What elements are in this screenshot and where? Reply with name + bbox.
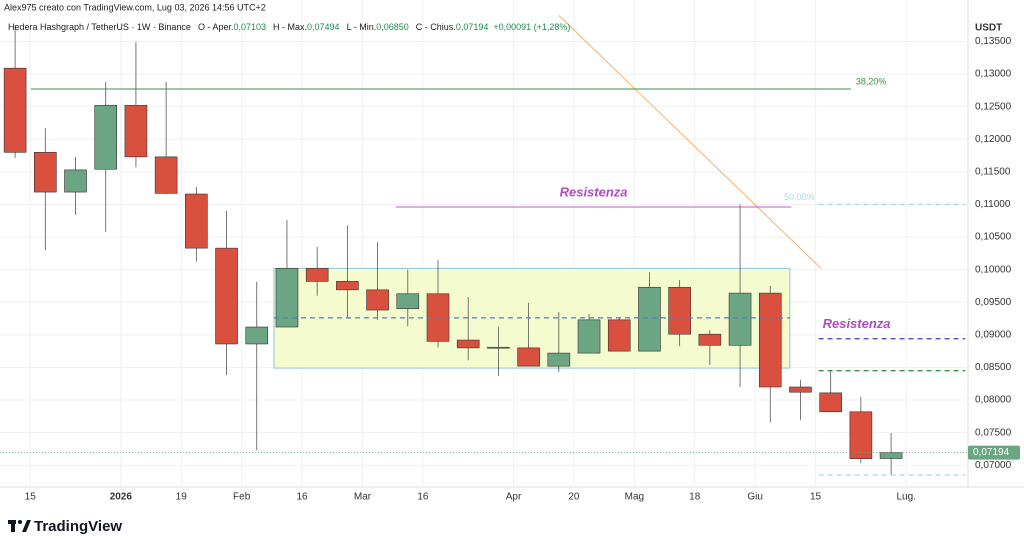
level-label: Resistenza [823, 316, 891, 331]
candle-body [185, 193, 208, 249]
last-price-label: 0,07194 [973, 447, 1010, 458]
y-tick-label: 0,12500 [975, 101, 1012, 112]
candle-body [758, 292, 782, 388]
y-tick-label: 0,07000 [975, 460, 1012, 471]
x-tick-label: 15 [810, 492, 822, 503]
legend-value: 0,07494 [307, 22, 340, 32]
watermark: Alex975 creato con TradingView.com, Lug … [4, 2, 266, 12]
y-tick-label: 0,10500 [975, 232, 1012, 243]
y-tick-label: 0,07500 [975, 427, 1012, 438]
y-tick-label: 0,08500 [975, 362, 1012, 373]
candle-body [819, 392, 842, 413]
candle-body [849, 411, 873, 460]
y-tick-label: 0,09500 [975, 297, 1012, 308]
logo-mark [22, 520, 31, 532]
candle-body [215, 247, 238, 345]
logo-mark [11, 520, 15, 532]
candle-body [245, 326, 269, 345]
candle-body [607, 319, 631, 352]
x-tick-label: Lug. [896, 492, 915, 503]
candle-body [124, 105, 148, 158]
last-price-box [968, 445, 1020, 460]
x-tick-label: 18 [689, 492, 701, 503]
candle-body [789, 386, 812, 393]
level-label: 50,00% [784, 192, 815, 202]
y-tick-label: 0,11000 [975, 199, 1011, 210]
legend: Hedera Hashgraph / TetherUS · 1W · Binan… [8, 22, 570, 32]
x-tick-label: 2026 [110, 492, 133, 503]
legend-key: O - Aper. [198, 22, 234, 32]
candle-body [3, 67, 27, 153]
y-tick-label: 0,12000 [975, 134, 1012, 145]
legend-key: L - Min. [347, 22, 377, 32]
logo-mark [18, 520, 22, 524]
currency: USDT [975, 23, 1002, 34]
brand: TradingView [34, 518, 122, 535]
candle-body [668, 286, 691, 335]
y-tick-label: 0,13000 [975, 69, 1012, 80]
legend-value: 0,07103 [233, 22, 266, 32]
legend-value: 0,07194 [456, 22, 489, 32]
level-label: Resistenza [560, 184, 628, 199]
candle-body [275, 268, 299, 328]
candle-body [638, 286, 661, 352]
candle-body [487, 346, 510, 349]
x-tick-label: Mar [354, 492, 372, 503]
x-tick-label: Mag [625, 492, 644, 503]
x-tick-label: Apr [506, 492, 522, 503]
legend-symbol: Hedera Hashgraph / TetherUS · 1W · Binan… [8, 22, 191, 32]
candle-body [64, 169, 87, 193]
legend-change: +0,00091 (+1,28%) [493, 22, 570, 32]
candle-body [154, 156, 178, 194]
x-tick-label: Giu [747, 492, 763, 503]
x-tick-label: 15 [25, 492, 37, 503]
candle-body [879, 452, 903, 459]
logo: TradingView [8, 518, 122, 535]
level-label: 38,20% [856, 76, 887, 86]
candle-body [366, 289, 389, 311]
candle-body [34, 151, 57, 193]
y-tick-label: 0,10000 [975, 264, 1012, 275]
candle-body [94, 105, 118, 170]
candle-body [336, 281, 359, 291]
candle-body [456, 339, 480, 349]
legend-key: H - Max. [273, 22, 307, 32]
y-tick-label: 0,09000 [975, 329, 1012, 340]
x-tick-label: 16 [417, 492, 429, 503]
plot: 0,07000 0,07500 0,08000 0,08500 0,09000 0,095… [0, 0, 1020, 503]
x-tick-label: 20 [568, 492, 580, 503]
legend-value: 0,06850 [376, 22, 409, 32]
candle-body [305, 268, 329, 282]
candle-body [698, 333, 722, 346]
candle-body [517, 347, 540, 367]
candle-body [547, 352, 571, 367]
candle-body [577, 319, 601, 354]
candle-body [728, 292, 752, 346]
x-tick-label: 19 [176, 492, 188, 503]
candle-body [396, 293, 420, 310]
legend-key: C - Chius. [416, 22, 456, 32]
x-tick-label: 16 [297, 492, 309, 503]
y-tick-label: 0,08000 [975, 395, 1012, 406]
y-tick-label: 0,11500 [975, 166, 1011, 177]
trend-line [558, 15, 822, 269]
y-tick-label: 0,13500 [975, 36, 1012, 47]
x-tick-label: Feb [233, 492, 251, 503]
